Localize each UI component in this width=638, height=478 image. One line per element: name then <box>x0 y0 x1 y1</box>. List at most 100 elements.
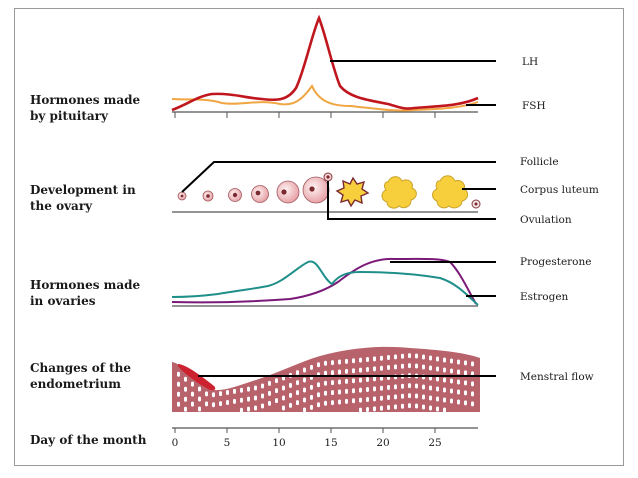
gland-mark <box>275 388 278 394</box>
gland-mark <box>177 391 180 397</box>
fsh-curve <box>171 83 479 112</box>
gland-mark <box>380 405 383 411</box>
menstral-flow-shape <box>178 364 216 391</box>
gland-mark <box>338 359 341 365</box>
gland-mark <box>303 407 306 413</box>
gland-mark <box>275 398 278 404</box>
gland-mark <box>450 358 453 364</box>
gland-mark <box>303 397 306 403</box>
gland-mark <box>345 398 348 404</box>
gland-mark <box>471 391 474 397</box>
gland-mark <box>464 380 467 386</box>
gland-mark <box>191 391 194 397</box>
gland-mark <box>387 405 390 411</box>
gland-mark <box>296 390 299 396</box>
gland-mark <box>415 363 418 369</box>
gland-mark <box>198 386 201 392</box>
label-fsh: FSH <box>522 100 546 112</box>
day-tick-0: 0 <box>172 437 179 449</box>
label-menstral-flow: Menstral flow <box>520 371 594 383</box>
gland-mark <box>345 358 348 364</box>
gland-mark <box>359 397 362 403</box>
day-axis: 0 5 10 15 20 25 <box>172 427 478 449</box>
gland-mark <box>359 367 362 373</box>
gland-mark <box>373 396 376 402</box>
gland-mark <box>366 366 369 372</box>
gland-mark <box>380 395 383 401</box>
gland-mark <box>310 404 313 410</box>
diagram-frame <box>14 8 624 466</box>
gland-mark <box>205 391 208 397</box>
gland-mark <box>366 386 369 392</box>
label-ovaries-line2: in ovaries <box>30 294 96 308</box>
gland-mark <box>324 400 327 406</box>
gland-mark <box>184 406 187 412</box>
label-lh: LH <box>522 56 538 68</box>
ovary-panel: Follicle Corpus luteum Ovulation <box>172 156 599 226</box>
gland-mark <box>394 364 397 370</box>
gland-mark <box>247 396 250 402</box>
gland-mark <box>296 370 299 376</box>
gland-mark <box>471 381 474 387</box>
gland-mark <box>415 353 418 359</box>
gland-mark <box>443 397 446 403</box>
gland-mark <box>429 405 432 411</box>
pituitary-panel: LH FSH <box>171 14 546 118</box>
gland-mark <box>198 406 201 412</box>
gland-mark <box>387 395 390 401</box>
gland-mark <box>184 396 187 402</box>
ruptured-follicle <box>335 176 370 208</box>
gland-mark <box>352 388 355 394</box>
gland-mark <box>184 376 187 382</box>
gland-mark <box>261 393 264 399</box>
gland-mark <box>289 382 292 388</box>
gland-mark <box>352 358 355 364</box>
day-tick-20: 20 <box>376 437 389 449</box>
gland-mark <box>268 380 271 386</box>
gland-mark <box>415 393 418 399</box>
gland-mark <box>352 378 355 384</box>
lh-curve <box>171 14 479 112</box>
gland-mark <box>261 403 264 409</box>
pituitary-ticks <box>174 112 436 118</box>
gland-mark <box>317 382 320 388</box>
gland-mark <box>436 356 439 362</box>
gland-mark <box>282 385 285 391</box>
gland-mark <box>450 398 453 404</box>
gland-mark <box>394 384 397 390</box>
gland-mark <box>429 365 432 371</box>
gland-mark <box>401 403 404 409</box>
gland-mark <box>345 378 348 384</box>
gland-mark <box>324 380 327 386</box>
gland-mark <box>387 385 390 391</box>
gland-mark <box>331 380 334 386</box>
gland-mark <box>394 354 397 360</box>
label-ovaries-line1: Hormones made <box>30 278 141 292</box>
label-progesterone: Progesterone <box>520 256 591 268</box>
gland-mark <box>345 368 348 374</box>
gland-mark <box>415 383 418 389</box>
gland-mark <box>352 368 355 374</box>
gland-mark <box>450 368 453 374</box>
gland-mark <box>282 395 285 401</box>
gland-mark <box>338 369 341 375</box>
gland-mark <box>233 388 236 394</box>
gland-mark <box>380 385 383 391</box>
day-tick-15: 15 <box>324 437 337 449</box>
gland-mark <box>331 390 334 396</box>
day-tick-5: 5 <box>224 437 231 449</box>
gland-mark <box>219 391 222 397</box>
estrogen-curve <box>171 260 479 306</box>
gland-mark <box>359 357 362 363</box>
gland-mark <box>387 365 390 371</box>
gland-mark <box>457 389 460 395</box>
gland-mark <box>310 364 313 370</box>
gland-mark <box>443 387 446 393</box>
gland-mark <box>373 406 376 412</box>
gland-mark <box>450 388 453 394</box>
gland-mark <box>457 399 460 405</box>
gland-mark <box>254 405 257 411</box>
gland-mark <box>352 398 355 404</box>
gland-mark <box>394 404 397 410</box>
gland-mark <box>408 353 411 359</box>
